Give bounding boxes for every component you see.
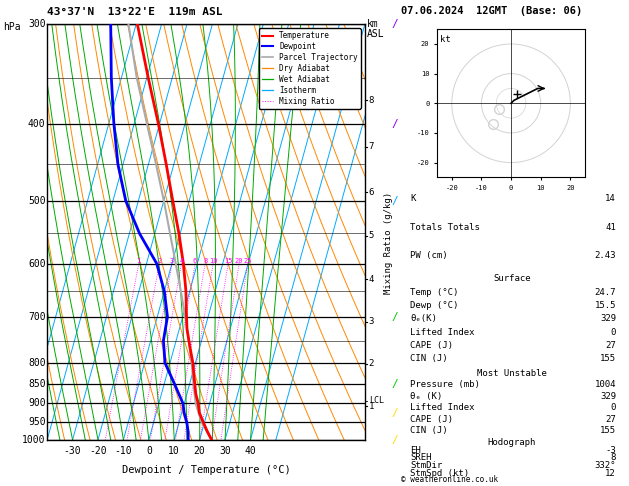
Text: © weatheronline.co.uk: © weatheronline.co.uk <box>401 475 498 484</box>
Text: 7: 7 <box>369 142 374 152</box>
Text: 10: 10 <box>209 258 218 263</box>
Text: hPa: hPa <box>3 22 21 32</box>
Text: 07.06.2024  12GMT  (Base: 06): 07.06.2024 12GMT (Base: 06) <box>401 5 582 16</box>
Text: 6: 6 <box>369 188 374 197</box>
Text: km: km <box>367 19 379 30</box>
Text: 25: 25 <box>243 258 252 263</box>
Text: Totals Totals: Totals Totals <box>410 223 480 232</box>
Text: 155: 155 <box>600 354 616 364</box>
Text: Lifted Index: Lifted Index <box>410 328 475 337</box>
Text: 4: 4 <box>179 258 184 263</box>
Text: 332°: 332° <box>594 461 616 470</box>
Text: 155: 155 <box>600 426 616 435</box>
Legend: Temperature, Dewpoint, Parcel Trajectory, Dry Adiabat, Wet Adiabat, Isotherm, Mi: Temperature, Dewpoint, Parcel Trajectory… <box>259 28 361 109</box>
Text: Lifted Index: Lifted Index <box>410 403 475 412</box>
Text: 41: 41 <box>605 223 616 232</box>
Text: EH: EH <box>410 446 421 454</box>
Text: 43°37'N  13°22'E  119m ASL: 43°37'N 13°22'E 119m ASL <box>47 7 223 17</box>
Text: Temp (°C): Temp (°C) <box>410 288 459 296</box>
Text: 4: 4 <box>369 275 374 284</box>
Text: 700: 700 <box>28 312 45 322</box>
Text: LCL: LCL <box>369 396 384 405</box>
Text: θₑ(K): θₑ(K) <box>410 314 437 323</box>
Text: θₑ (K): θₑ (K) <box>410 392 442 400</box>
Text: /: / <box>392 19 398 29</box>
Text: StmDir: StmDir <box>410 461 442 470</box>
Text: 950: 950 <box>28 417 45 427</box>
Text: /: / <box>392 119 398 129</box>
Text: Dewp (°C): Dewp (°C) <box>410 301 459 310</box>
Text: 10: 10 <box>169 446 180 456</box>
Text: 329: 329 <box>600 314 616 323</box>
Text: 3: 3 <box>369 317 374 326</box>
Text: 2: 2 <box>369 359 374 368</box>
Text: CAPE (J): CAPE (J) <box>410 415 453 424</box>
Text: 329: 329 <box>600 392 616 400</box>
Text: 600: 600 <box>28 259 45 269</box>
Text: -10: -10 <box>114 446 132 456</box>
Text: 850: 850 <box>28 379 45 389</box>
Text: /: / <box>392 408 398 418</box>
Text: 1000: 1000 <box>22 435 45 445</box>
Text: 30: 30 <box>219 446 231 456</box>
Text: 1: 1 <box>369 401 374 411</box>
Text: /: / <box>392 379 398 389</box>
Text: Mixing Ratio (g/kg): Mixing Ratio (g/kg) <box>384 192 393 294</box>
Text: /: / <box>392 435 398 445</box>
Text: 15.5: 15.5 <box>594 301 616 310</box>
Text: 14: 14 <box>605 194 616 203</box>
Text: 0: 0 <box>146 446 152 456</box>
Text: -20: -20 <box>89 446 107 456</box>
Text: SREH: SREH <box>410 453 431 462</box>
Text: CIN (J): CIN (J) <box>410 354 448 364</box>
Text: -3: -3 <box>605 446 616 454</box>
Text: 2: 2 <box>157 258 162 263</box>
Text: StmSpd (kt): StmSpd (kt) <box>410 469 469 478</box>
Text: Pressure (mb): Pressure (mb) <box>410 380 480 389</box>
Text: 15: 15 <box>224 258 232 263</box>
Text: PW (cm): PW (cm) <box>410 251 448 260</box>
Text: 300: 300 <box>28 19 45 29</box>
Text: 5: 5 <box>369 231 374 241</box>
Text: 3: 3 <box>170 258 174 263</box>
Text: 20: 20 <box>194 446 206 456</box>
Text: Most Unstable: Most Unstable <box>477 369 547 378</box>
Text: 8: 8 <box>611 453 616 462</box>
Text: K: K <box>410 194 416 203</box>
Text: CAPE (J): CAPE (J) <box>410 341 453 350</box>
Text: 12: 12 <box>605 469 616 478</box>
Text: 27: 27 <box>605 341 616 350</box>
Text: 27: 27 <box>605 415 616 424</box>
Text: Surface: Surface <box>493 274 531 283</box>
Text: 8: 8 <box>203 258 208 263</box>
Text: 1004: 1004 <box>594 380 616 389</box>
Text: -30: -30 <box>64 446 81 456</box>
Text: 800: 800 <box>28 358 45 368</box>
Text: 0: 0 <box>611 328 616 337</box>
Text: 6: 6 <box>193 258 198 263</box>
Text: /: / <box>392 312 398 322</box>
Text: 0: 0 <box>611 403 616 412</box>
Text: 500: 500 <box>28 195 45 206</box>
Text: 20: 20 <box>235 258 243 263</box>
Text: 24.7: 24.7 <box>594 288 616 296</box>
Text: kt: kt <box>440 35 450 44</box>
Text: Dewpoint / Temperature (°C): Dewpoint / Temperature (°C) <box>121 465 291 475</box>
Text: CIN (J): CIN (J) <box>410 426 448 435</box>
Text: 8: 8 <box>369 96 374 105</box>
Text: 40: 40 <box>245 446 257 456</box>
Text: ASL: ASL <box>367 29 384 39</box>
Text: 400: 400 <box>28 119 45 129</box>
Text: 900: 900 <box>28 399 45 408</box>
Text: /: / <box>392 195 398 206</box>
Text: 1: 1 <box>136 258 141 263</box>
Text: Hodograph: Hodograph <box>488 438 536 447</box>
Text: 2.43: 2.43 <box>594 251 616 260</box>
